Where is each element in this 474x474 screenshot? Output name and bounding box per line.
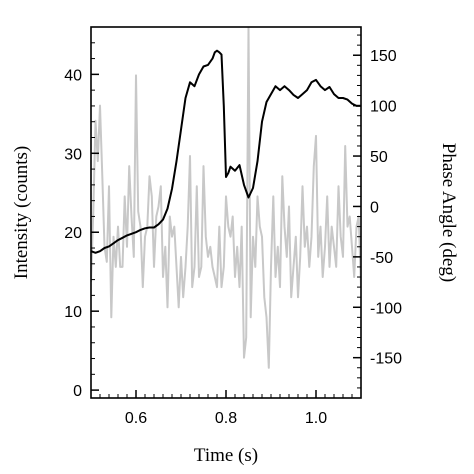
y-axis-right-title: Phase Angle (deg) <box>438 143 459 282</box>
x-tick-label: 0.8 <box>215 410 237 427</box>
y-right-tick-label: 100 <box>370 99 397 116</box>
phase-series-layer <box>91 27 361 369</box>
y-axis-left-title: Intensity (counts) <box>11 146 32 280</box>
y-right-tick-label: 150 <box>370 48 397 65</box>
x-tick-label: 0.6 <box>125 410 147 427</box>
y-right-tick-label: -150 <box>370 351 402 368</box>
ticks-layer: 0 10 20 30 40 -150 -100 -50 0 50 100 150 0.6 0.8 1.0 <box>64 34 402 427</box>
intensity-series-layer <box>91 49 361 254</box>
y-right-tick-label: 50 <box>370 149 388 166</box>
x-axis-title: Time (s) <box>194 445 258 466</box>
y-right-tick-label: 0 <box>370 199 379 216</box>
x-tick-label: 1.0 <box>305 410 327 427</box>
y-left-tick-label: 30 <box>64 146 82 163</box>
phase-line <box>91 27 361 369</box>
y-right-tick-label: -100 <box>370 300 402 317</box>
y-left-tick-label: 40 <box>64 67 82 84</box>
y-left-tick-label: 20 <box>64 225 82 242</box>
y-right-tick-label: -50 <box>370 250 393 267</box>
intensity-line <box>91 49 361 254</box>
y-left-tick-label: 0 <box>73 383 82 400</box>
y-left-tick-label: 10 <box>64 304 82 321</box>
